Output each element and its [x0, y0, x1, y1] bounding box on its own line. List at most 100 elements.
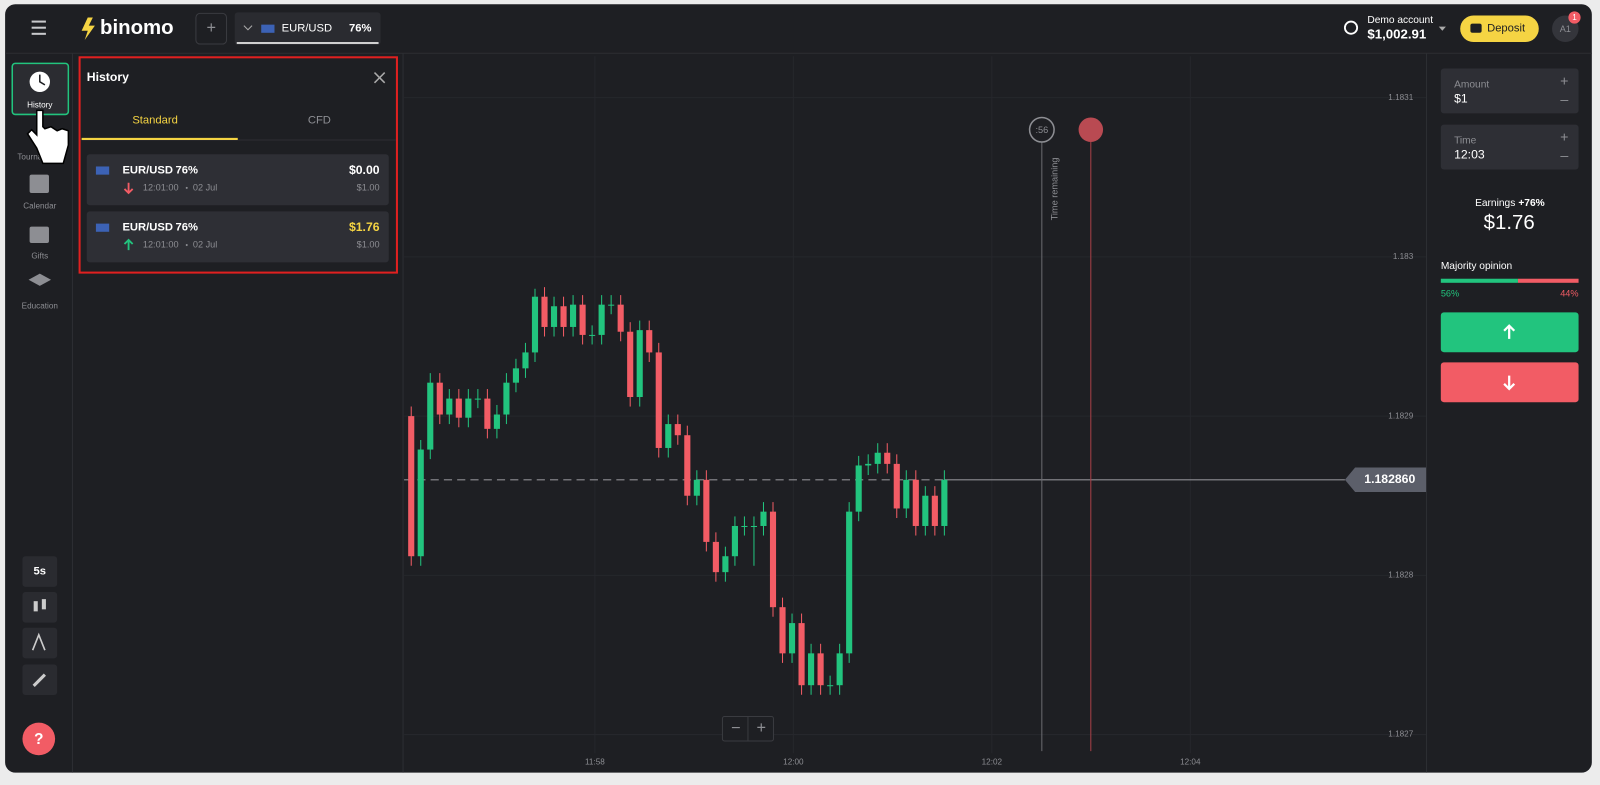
time-increase[interactable]: + — [1560, 130, 1568, 146]
asset-tab[interactable] — [234, 12, 381, 46]
candle-body — [436, 382, 443, 415]
candle-body — [408, 416, 415, 557]
time-value: 12:03 — [1454, 147, 1485, 161]
trade-payout: 76% — [176, 165, 198, 177]
cursor — [26, 109, 70, 165]
account-label: Demo account — [1367, 15, 1433, 26]
notification-badge — [1568, 11, 1581, 24]
history-title: History — [87, 70, 129, 84]
candle-body — [655, 352, 662, 448]
candle-body — [646, 330, 653, 353]
candle-body — [703, 479, 710, 542]
candle-body — [598, 304, 605, 335]
candle-body — [874, 452, 881, 464]
asset-name: EUR/USD — [282, 23, 332, 35]
candle-body — [417, 449, 424, 557]
separator-dot — [185, 186, 188, 189]
candle-body — [846, 511, 853, 654]
time-decrease[interactable]: – — [1560, 148, 1568, 164]
candle-body — [427, 382, 434, 450]
y-tick-label: 1.1831 — [1388, 93, 1413, 102]
price-chart: 11:58 12:00 12:02 12:04 1.1827 1.1828 1.1829 1.… — [404, 56, 1427, 767]
add-asset[interactable] — [195, 12, 228, 45]
flag — [261, 24, 275, 33]
candle-body — [684, 435, 691, 496]
sync-icon[interactable] — [1343, 20, 1359, 35]
candle-body — [836, 653, 843, 686]
deposit-button[interactable] — [1460, 15, 1539, 42]
indicators-button[interactable] — [22, 627, 58, 659]
candle-body — [922, 495, 929, 526]
candle-body — [674, 424, 681, 436]
separator-dot — [185, 244, 188, 247]
candle-body — [750, 525, 758, 527]
logo-icon — [81, 17, 95, 40]
menu-button[interactable] — [31, 20, 46, 35]
chart-type-button[interactable] — [22, 591, 58, 623]
direction-arrow — [123, 182, 134, 195]
amount-label: Amount — [1454, 80, 1489, 91]
flag — [95, 223, 110, 232]
asset-caret — [243, 25, 253, 31]
majority-down-label: 44% — [1560, 288, 1578, 298]
close-button[interactable] — [373, 72, 386, 84]
account-caret[interactable] — [1438, 26, 1446, 31]
app-frame — [5, 4, 1592, 773]
gift-icon — [29, 226, 49, 244]
majority-down — [1517, 278, 1579, 283]
trade-profit: $1.76 — [349, 220, 380, 234]
amount-increase[interactable]: + — [1560, 74, 1568, 90]
nav-label[interactable]: Calendar — [23, 201, 56, 210]
tab[interactable]: Standard — [132, 115, 178, 127]
time-field[interactable] — [1440, 124, 1579, 170]
candle-body — [798, 623, 805, 686]
candle-body — [941, 479, 948, 526]
y-tick-label: 1.183 — [1393, 252, 1414, 261]
trade-profit: $0.00 — [349, 163, 380, 177]
highlight-box — [78, 56, 398, 274]
x-tick-label: 12:04 — [1180, 758, 1201, 767]
time-label: Time — [1454, 136, 1477, 147]
price-label: 1.182860 — [1364, 472, 1415, 486]
candle-body — [636, 330, 643, 398]
trade-card[interactable] — [86, 154, 389, 206]
price-tag — [1344, 467, 1427, 493]
timeframe: 5s — [34, 566, 46, 578]
y-tick-label: 1.1829 — [1388, 411, 1413, 420]
candle-body — [474, 398, 481, 400]
deposit-label: Deposit — [1487, 23, 1526, 35]
logo[interactable]: binomo — [100, 17, 174, 39]
amount-decrease[interactable]: – — [1560, 92, 1568, 108]
trade-date: 02 Jul — [193, 239, 217, 249]
tab[interactable]: CFD — [308, 115, 331, 127]
down-arrow — [1503, 375, 1516, 391]
trade-time: 12:01:00 — [143, 239, 179, 249]
zoom-in[interactable]: + — [756, 719, 766, 737]
candle-body — [884, 452, 891, 464]
amount-value: $1 — [1454, 91, 1468, 105]
chart-type-icon — [41, 599, 46, 610]
trade-card[interactable] — [86, 211, 389, 263]
zoom-out[interactable]: − — [731, 719, 741, 737]
candle-body — [550, 306, 558, 327]
candle-body — [579, 304, 586, 335]
trade-amount: $1.00 — [357, 239, 380, 249]
candle-body — [522, 352, 529, 369]
candle-body — [531, 296, 539, 353]
nav-label[interactable]: Education — [22, 301, 58, 310]
candle-body — [808, 653, 815, 686]
amount-field[interactable] — [1440, 68, 1579, 114]
candle-body — [608, 304, 615, 306]
timeframe-button[interactable] — [22, 556, 58, 587]
clock-hands — [39, 74, 46, 86]
help-button[interactable] — [22, 722, 56, 756]
trade-asset: EUR/USD — [122, 222, 173, 234]
trade-amount: $1.00 — [357, 182, 380, 192]
nav-label[interactable]: Gifts — [31, 251, 48, 260]
wallet-icon — [1470, 23, 1482, 33]
asset-payout: 76% — [349, 23, 371, 35]
nav-label: History — [27, 100, 53, 109]
